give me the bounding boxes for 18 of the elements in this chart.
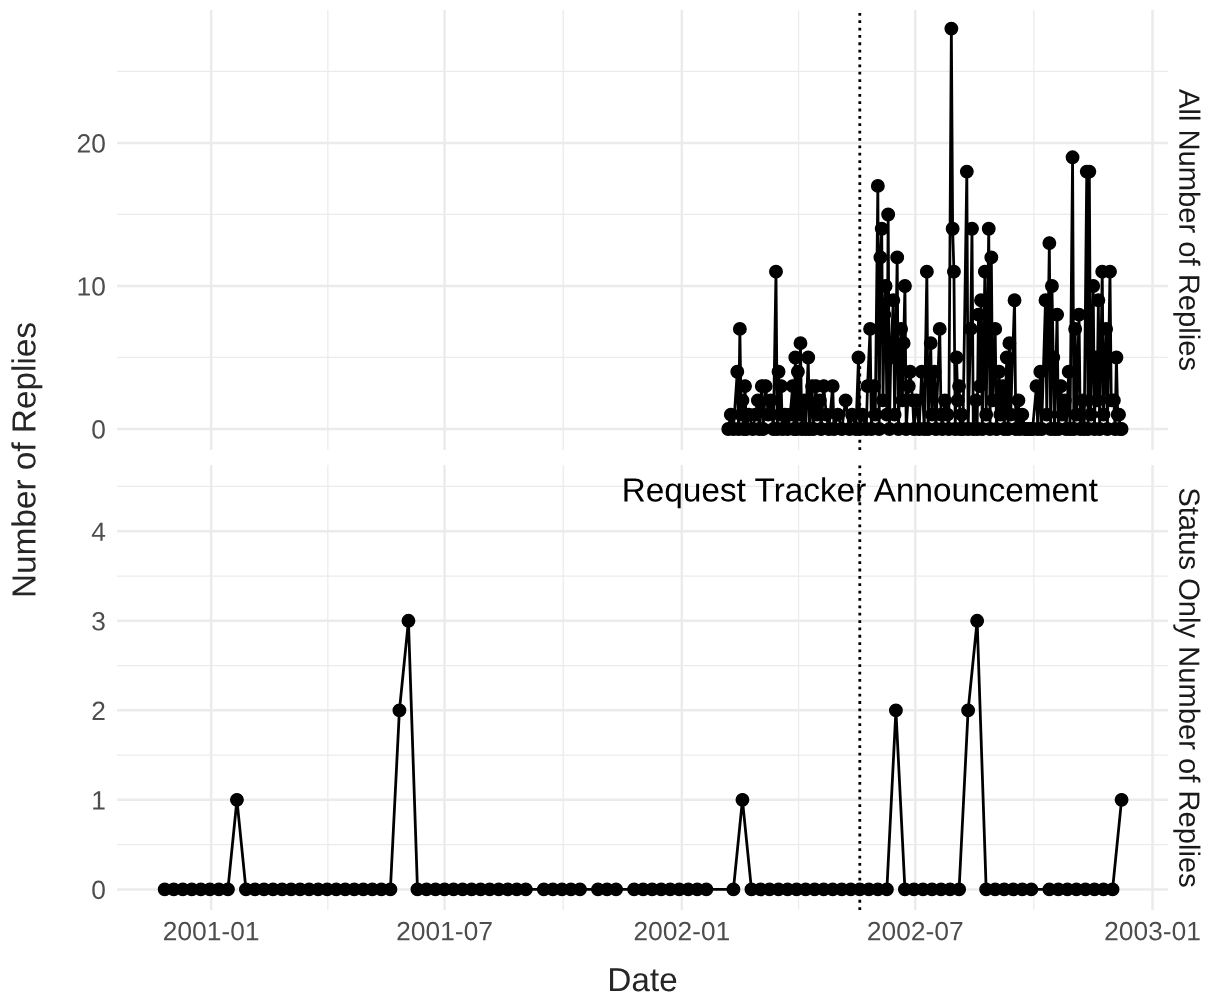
y-tick-label: 4 <box>91 522 106 541</box>
annotation: Request Tracker Announcement <box>624 477 1098 509</box>
x-tick-label: 2001-07 <box>397 921 492 941</box>
y-tick-label: 10 <box>78 277 105 296</box>
x-tick-label: 2002-07 <box>868 921 963 941</box>
x-tick-label: 2002-01 <box>634 921 729 941</box>
y-axis-title: Number of Replies <box>11 323 43 596</box>
y-tick-label: 0 <box>92 420 105 439</box>
x-tick-label: 2003-01 <box>1105 921 1200 941</box>
y-tick-label: 0 <box>92 880 105 900</box>
x-axis-title: Date <box>610 968 677 992</box>
y-tick-label: 20 <box>77 134 105 153</box>
y-tick-label: 3 <box>92 611 105 631</box>
y-tick-label: 1 <box>93 791 105 810</box>
text: All Number of Replies <box>1173 89 1201 370</box>
text: Status Only Number of Replies <box>1173 488 1201 887</box>
x-tick-label: 2001-01 <box>164 921 259 941</box>
y-tick-label: 2 <box>92 701 105 720</box>
